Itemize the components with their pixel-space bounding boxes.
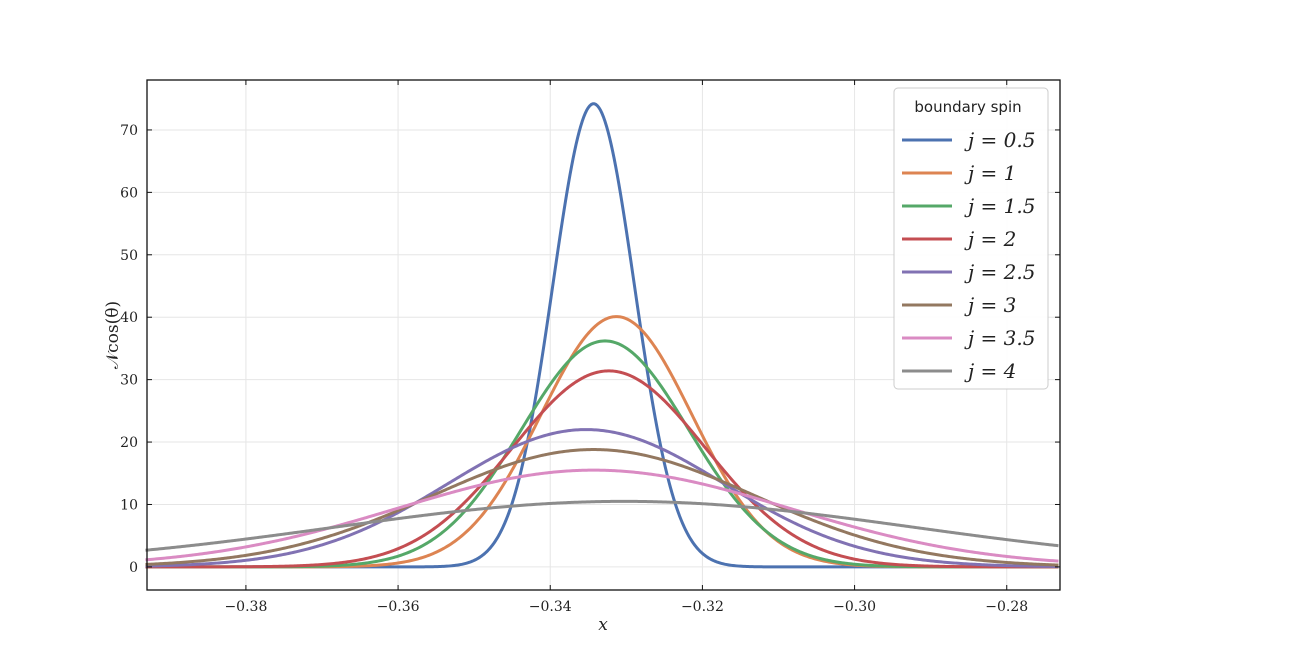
legend: boundary spin j = 0.5 j = 1 j = 1.5 j = 2 j … (893, 87, 1049, 390)
legend-label: j = 0.5 (964, 128, 1035, 152)
x-tick-label: −0.30 (833, 599, 876, 615)
legend-label: j = 4 (964, 359, 1016, 383)
series-lines (145, 102, 1059, 569)
x-tick-label: −0.36 (377, 599, 420, 615)
y-tick-label: 20 (120, 435, 138, 451)
series-line (145, 428, 1059, 569)
series-line (145, 448, 1059, 567)
y-axis-label: 𝒩cos(θ) (103, 301, 123, 369)
legend-label: j = 2.5 (964, 260, 1035, 284)
legend-label: j = 3 (964, 293, 1016, 317)
y-tick-label: 70 (120, 123, 138, 139)
y-tick-label: 60 (120, 185, 138, 201)
x-tick-label: −0.38 (224, 599, 267, 615)
axis-ticks: −0.38 −0.36 −0.34 −0.32 −0.30 −0.28 0 10 20 30 40 5… (120, 80, 1060, 615)
plot-frame (146, 79, 1061, 591)
legend-label: j = 2 (964, 227, 1016, 251)
x-tick-label: −0.32 (681, 599, 724, 615)
series-line (145, 468, 1059, 563)
legend-title: boundary spin (914, 98, 1021, 116)
legend-box (893, 87, 1049, 390)
y-tick-label: 40 (120, 310, 138, 326)
legend-label: j = 1.5 (964, 194, 1035, 218)
legend-label: j = 1 (964, 161, 1016, 185)
x-tick-label: −0.28 (985, 599, 1028, 615)
series-line (145, 369, 1059, 569)
legend-label: j = 3.5 (964, 326, 1035, 350)
y-tick-label: 30 (120, 373, 138, 389)
y-tick-label: 0 (129, 560, 138, 576)
y-tick-label: 50 (120, 248, 138, 264)
series-line (145, 499, 1059, 552)
x-tick-label: −0.34 (529, 599, 572, 615)
y-tick-label: 10 (120, 497, 138, 513)
x-axis-label: x (598, 615, 608, 635)
